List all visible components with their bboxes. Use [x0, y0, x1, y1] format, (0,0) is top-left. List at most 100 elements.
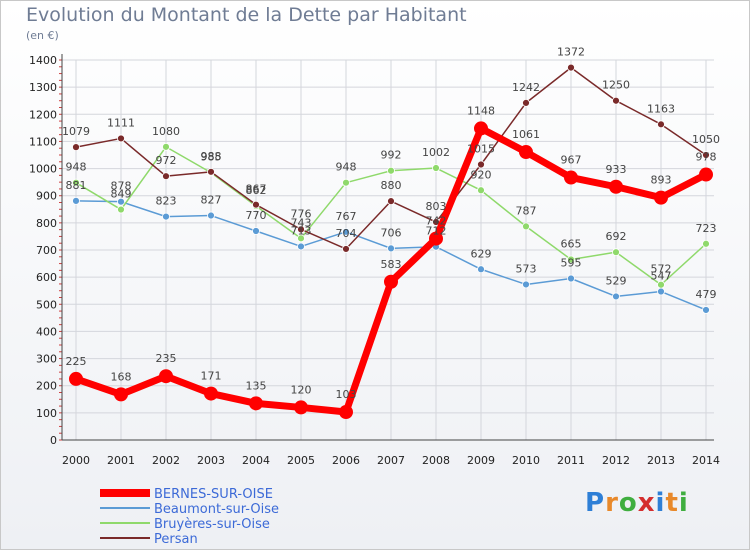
data-label: 1111: [107, 116, 135, 129]
x-tick-label: 2011: [557, 454, 585, 467]
data-label: 704: [336, 227, 357, 240]
x-tick-label: 2006: [332, 454, 360, 467]
logo-letter: x: [637, 488, 656, 518]
data-label: 692: [606, 230, 627, 243]
data-point: [342, 245, 350, 253]
x-tick-label: 2012: [602, 454, 630, 467]
data-label: 862: [246, 184, 267, 197]
data-point: [69, 371, 83, 386]
data-label: 787: [516, 204, 537, 217]
y-tick-label: 1400: [29, 54, 57, 67]
data-label: 985: [201, 151, 222, 164]
data-label: 723: [696, 222, 717, 235]
data-point: [249, 396, 263, 411]
data-point: [294, 400, 308, 415]
data-point: [522, 98, 530, 107]
data-point: [519, 145, 533, 160]
data-label: 547: [651, 270, 672, 283]
y-tick-label: 0: [50, 434, 57, 447]
data-label: 529: [606, 274, 627, 287]
data-point: [702, 151, 710, 159]
y-tick-label: 1200: [29, 108, 57, 121]
data-label: 803: [426, 200, 447, 213]
y-tick-label: 400: [36, 325, 57, 338]
data-point: [609, 179, 623, 194]
data-label: 849: [111, 188, 132, 201]
legend: BERNES-SUR-OISEBeaumont-sur-OiseBruyères…: [100, 487, 279, 547]
grid: [62, 59, 714, 441]
data-point: [567, 63, 575, 72]
data-label: 992: [381, 149, 402, 162]
data-label: 171: [201, 370, 222, 383]
data-label: 595: [561, 257, 582, 270]
data-label: 572: [651, 263, 672, 276]
data-point: [699, 167, 713, 182]
data-label: 1372: [557, 46, 585, 59]
data-point: [117, 134, 125, 143]
y-tick-label: 900: [36, 190, 57, 203]
data-point: [72, 178, 80, 187]
data-label: 135: [246, 379, 267, 392]
data-label: 1015: [467, 143, 495, 156]
data-label: 1080: [152, 125, 180, 138]
y-tick-label: 200: [36, 380, 57, 393]
data-point: [384, 274, 398, 289]
data-label: 712: [426, 225, 447, 238]
data-label: 713: [291, 224, 312, 237]
data-point: [702, 306, 710, 314]
data-point: [387, 244, 395, 253]
data-point: [252, 200, 260, 209]
data-point: [117, 205, 125, 214]
x-tick-label: 2007: [377, 454, 405, 467]
data-label: 742: [426, 215, 447, 228]
legend-label: Beaumont-sur-Oise: [154, 502, 279, 517]
data-label: 706: [381, 226, 402, 239]
x-tick-label: 2003: [197, 454, 225, 467]
data-point: [522, 222, 530, 231]
data-point: [207, 167, 215, 176]
data-label: 168: [111, 370, 132, 383]
legend-label: BERNES-SUR-OISE: [154, 487, 273, 502]
data-label: 948: [66, 161, 87, 174]
data-label: 120: [291, 383, 312, 396]
data-point: [657, 287, 665, 296]
data-label: 573: [516, 262, 537, 275]
x-tick-label: 2000: [62, 454, 90, 467]
data-point: [252, 227, 260, 235]
x-tick-label: 2013: [647, 454, 675, 467]
data-point: [567, 274, 575, 283]
proxiti-logo: Proxiti: [585, 488, 689, 518]
data-point: [342, 227, 350, 236]
data-point: [72, 143, 80, 152]
logo-letter: t: [665, 488, 679, 518]
data-label: 235: [156, 352, 177, 365]
data-label: 767: [336, 210, 357, 223]
data-point: [657, 280, 665, 289]
x-tick-label: 2010: [512, 454, 540, 467]
data-label: 770: [246, 209, 267, 222]
legend-label: Persan: [154, 532, 198, 547]
x-tick-label: 2014: [692, 454, 720, 467]
series-group: [69, 63, 713, 420]
data-point: [612, 292, 620, 301]
data-label: 967: [561, 154, 582, 167]
data-point: [654, 190, 668, 205]
data-point: [432, 164, 440, 172]
data-label: 1163: [647, 102, 675, 115]
y-tick-label: 1100: [29, 135, 57, 148]
data-label: 978: [696, 151, 717, 164]
data-label: 827: [201, 194, 222, 207]
data-label: 103: [336, 388, 357, 401]
data-point: [117, 197, 125, 206]
logo-letter: r: [605, 488, 619, 518]
data-label: 776: [291, 207, 312, 220]
data-point: [72, 196, 80, 205]
data-label: 1242: [512, 81, 540, 94]
logo-letter: o: [618, 488, 638, 518]
data-label: 743: [291, 216, 312, 229]
data-label: 583: [381, 258, 402, 271]
chart-unit-label: (en €): [26, 29, 59, 42]
data-point: [612, 96, 620, 105]
data-label: 225: [66, 355, 87, 368]
